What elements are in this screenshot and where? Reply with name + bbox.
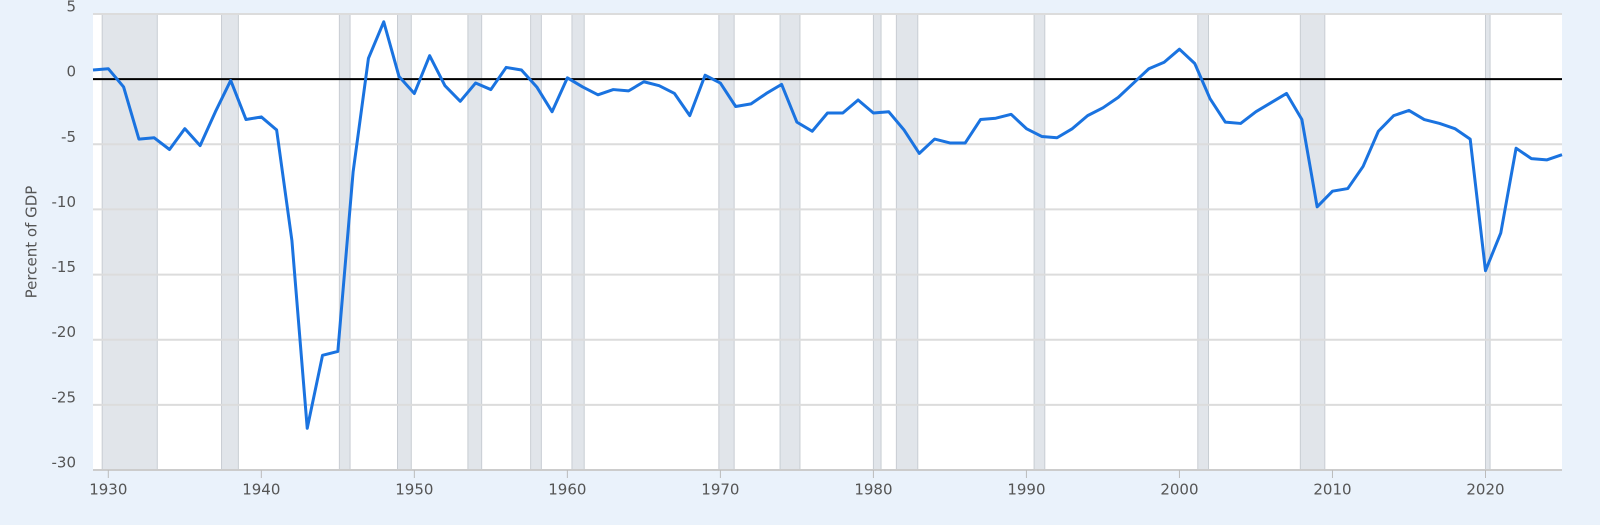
data-line	[92, 20, 1563, 430]
y-tick-label: -25	[52, 388, 77, 406]
recession-band	[101, 13, 158, 471]
recession-band	[1033, 13, 1046, 471]
x-tick-label: 1950	[395, 481, 433, 499]
recession-band	[1299, 13, 1326, 471]
y-tick-label: -15	[52, 258, 77, 276]
y-tick-label: -5	[61, 128, 76, 146]
y-tick-label: -10	[52, 193, 77, 211]
recession-band	[779, 13, 801, 471]
x-tick-label: 1980	[854, 481, 892, 499]
recession-band	[895, 13, 919, 471]
x-tick-label: 1990	[1007, 481, 1045, 499]
y-tick-label: 0	[66, 63, 76, 81]
x-tick-label: 1960	[548, 481, 586, 499]
y-tick-label: -30	[52, 454, 77, 472]
x-tick-label: 2000	[1160, 481, 1198, 499]
x-tick-label: 2020	[1466, 481, 1504, 499]
y-tick-label: 5	[66, 0, 76, 16]
recession-band	[872, 13, 882, 471]
x-tick-label: 1930	[89, 481, 127, 499]
y-axis-label: Percent of GDP	[23, 186, 41, 299]
x-tick-label: 1970	[701, 481, 739, 499]
x-tick-label: 1940	[242, 481, 280, 499]
y-tick-label: -20	[52, 323, 77, 341]
x-tick-label: 2010	[1313, 481, 1351, 499]
recession-band	[1484, 13, 1491, 471]
